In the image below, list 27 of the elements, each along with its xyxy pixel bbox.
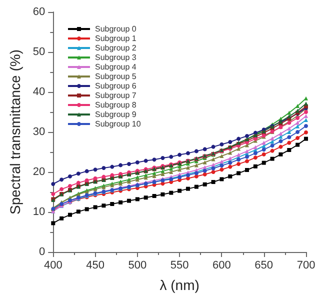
legend-label: Subgroup 7 — [95, 91, 137, 100]
legend-label: Subgroup 6 — [95, 82, 137, 90]
y-tick-label: 0 — [39, 246, 46, 258]
legend-label: Subgroup 10 — [95, 120, 142, 128]
legend-label: Subgroup 1 — [95, 34, 137, 43]
x-tick-label: 600 — [212, 260, 231, 272]
legend-label: Subgroup 5 — [95, 72, 137, 81]
y-tick-label: 60 — [32, 6, 46, 18]
y-tick-label: 10 — [32, 206, 46, 218]
x-tick-label: 650 — [254, 260, 274, 272]
legend-label: Subgroup 3 — [95, 53, 137, 62]
y-tick-label: 50 — [32, 46, 46, 58]
x-tick-label: 400 — [44, 260, 62, 272]
y-tick-label: 20 — [32, 166, 46, 178]
legend-label: Subgroup 9 — [95, 110, 137, 119]
y-axis-title: Spectral transmittance (%) — [7, 50, 23, 214]
x-tick-label: 500 — [128, 260, 147, 272]
x-axis-title: λ (nm) — [160, 277, 200, 293]
y-tick-label: 40 — [32, 86, 46, 98]
x-tick-label: 450 — [86, 260, 104, 272]
x-tick-label: 700 — [296, 260, 316, 272]
legend-label: Subgroup 4 — [95, 62, 137, 72]
legend-label: Subgroup 2 — [95, 44, 137, 52]
x-tick-label: 550 — [170, 260, 189, 272]
y-tick-label: 30 — [32, 126, 46, 138]
legend-label: Subgroup 8 — [95, 100, 137, 110]
legend-label: Subgroup 0 — [95, 24, 137, 34]
